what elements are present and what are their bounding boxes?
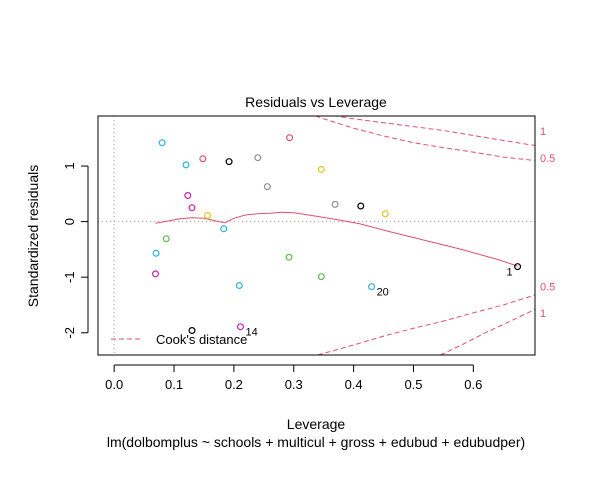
cooks-contour-1 xyxy=(314,116,535,161)
y-tick-label: 1 xyxy=(62,162,77,169)
cooks-contour-2 xyxy=(317,294,535,355)
cooks-level-label: 1 xyxy=(540,126,546,138)
data-point xyxy=(158,139,166,147)
point-label: 20 xyxy=(377,287,389,299)
data-point xyxy=(381,210,389,218)
reference-lines xyxy=(98,116,535,355)
cooks-level-label: 0.5 xyxy=(540,282,555,294)
y-tick-label: 0 xyxy=(62,218,77,225)
data-point xyxy=(162,235,170,243)
cooks-level-label: 1 xyxy=(540,308,546,320)
data-point xyxy=(199,155,207,163)
data-point xyxy=(514,263,522,271)
data-point xyxy=(285,253,293,261)
smoother-line xyxy=(155,211,518,267)
y-axis-title: Standardized residuals xyxy=(25,165,41,307)
data-point xyxy=(331,200,339,208)
x-tick-label: 0.1 xyxy=(165,377,183,392)
data-point xyxy=(225,158,233,166)
data-point xyxy=(152,249,160,257)
legend: Cook's distance xyxy=(111,332,247,347)
x-tick-label: 0.2 xyxy=(225,377,243,392)
x-tick-label: 0.4 xyxy=(345,377,363,392)
data-point xyxy=(317,165,325,173)
data-point xyxy=(357,202,365,210)
data-point xyxy=(220,225,228,233)
x-axis-title: Leverage xyxy=(287,416,346,432)
data-point xyxy=(235,282,243,290)
data-point xyxy=(237,323,245,331)
data-point xyxy=(152,270,160,278)
x-tick-label: 0.5 xyxy=(404,377,422,392)
data-point xyxy=(286,134,294,142)
plot-frame xyxy=(97,115,536,356)
data-point xyxy=(188,204,196,212)
cooks-distance-contours xyxy=(314,116,535,355)
model-formula: lm(dolbomplus ~ schools + multicul + gro… xyxy=(107,434,525,450)
data-point xyxy=(368,283,376,291)
axes: 1 0.5 0.5 1 0.0 0.1 0.2 0.3 0.4 0.5 0.6 -2 -1 0 1 xyxy=(62,126,555,392)
smoother-layer xyxy=(155,211,518,267)
cooks-level-label: 0.5 xyxy=(540,153,555,165)
data-point xyxy=(184,192,192,200)
x-tick-label: 0.0 xyxy=(105,377,123,392)
legend-label: Cook's distance xyxy=(156,332,247,347)
data-point xyxy=(204,212,212,220)
y-tick-label: -1 xyxy=(62,271,77,283)
data-point xyxy=(317,273,325,281)
cooks-contour-3 xyxy=(440,308,535,355)
point-label: 14 xyxy=(245,327,257,339)
chart-title: Residuals vs Leverage xyxy=(245,94,387,110)
x-tick-label: 0.3 xyxy=(285,377,303,392)
data-point xyxy=(182,161,190,169)
data-point xyxy=(188,327,196,335)
points-layer xyxy=(152,134,522,335)
data-point xyxy=(263,183,271,191)
x-tick-label: 0.6 xyxy=(464,377,482,392)
data-point xyxy=(254,154,262,162)
cooks-contour-0 xyxy=(332,116,535,146)
point-labels-layer: 20 1 14 xyxy=(245,267,512,339)
y-tick-label: -2 xyxy=(62,327,77,339)
point-label: 1 xyxy=(507,267,513,279)
